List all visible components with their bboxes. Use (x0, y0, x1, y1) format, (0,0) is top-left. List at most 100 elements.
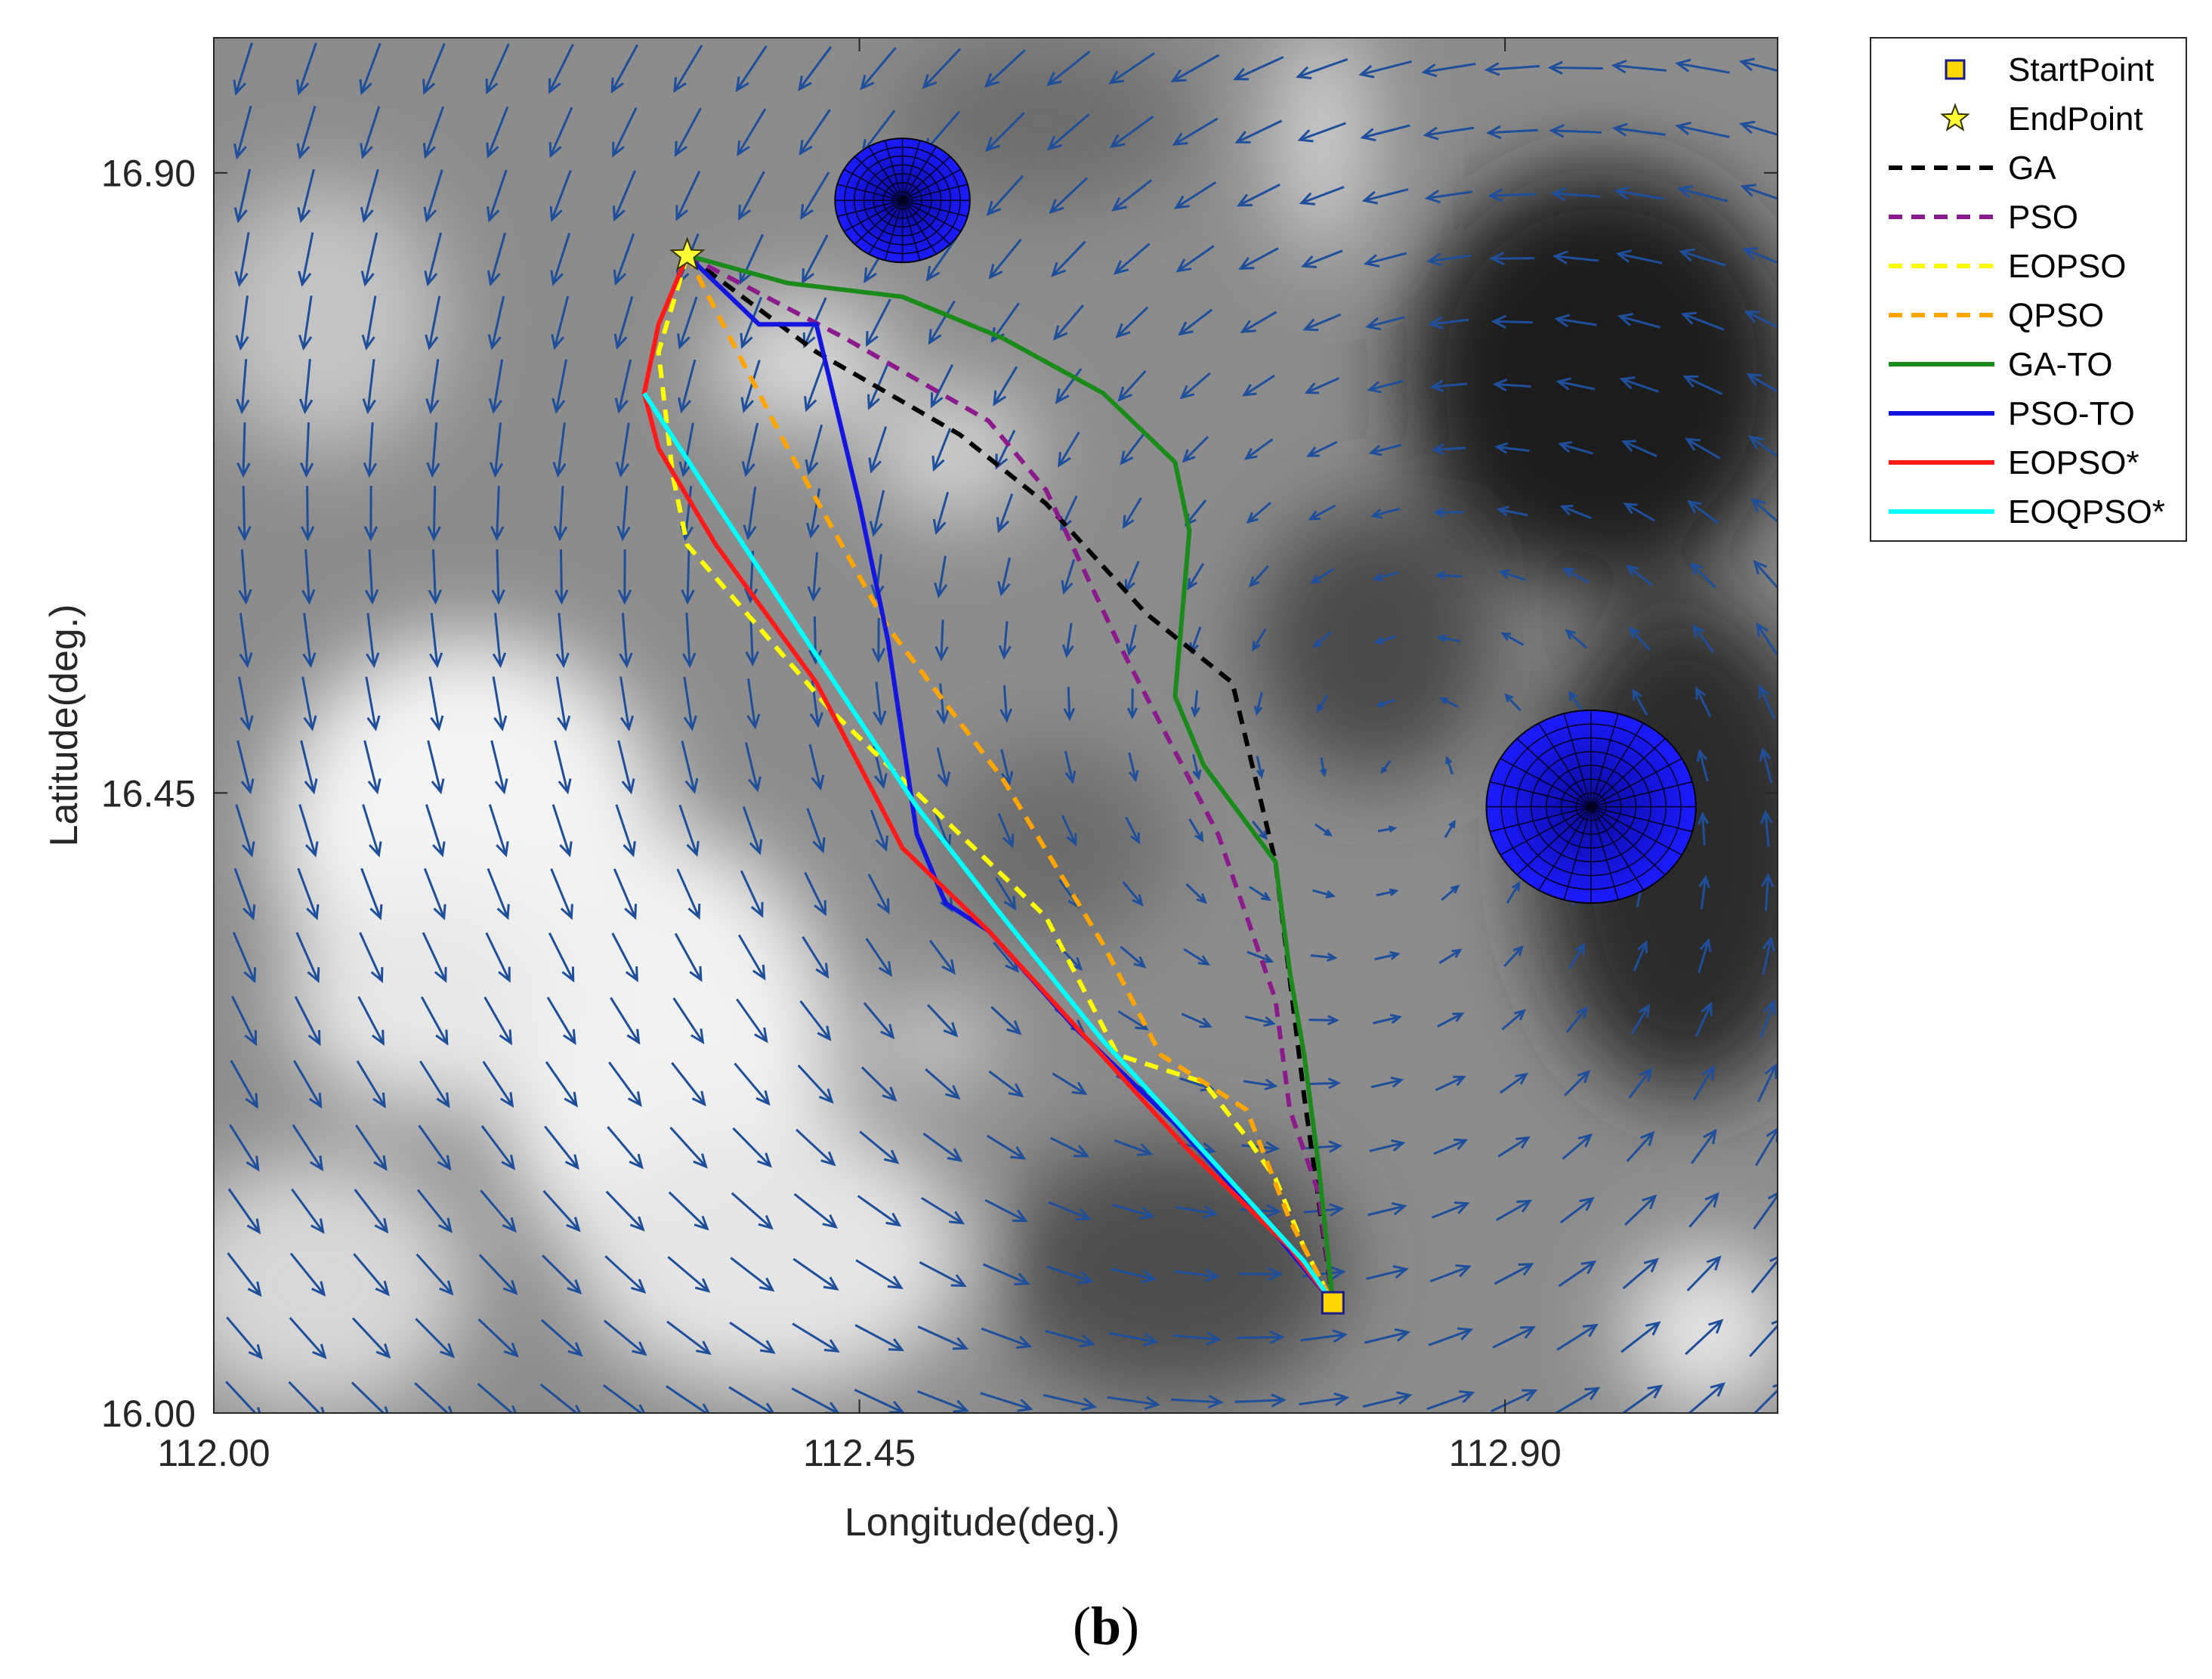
quiver-arrow (860, 47, 897, 91)
quiver-arrow (1617, 312, 1661, 329)
quiver-arrow (353, 1253, 390, 1297)
quiver-arrow (487, 169, 508, 223)
quiver-arrow (302, 613, 317, 669)
quiver-arrow (1560, 1197, 1595, 1224)
quiver-arrow (984, 1198, 1029, 1223)
quiver-arrow (1698, 874, 1710, 910)
quiver-arrow (1504, 693, 1522, 712)
quiver-arrow (236, 422, 251, 478)
quiver-arrow (425, 295, 441, 351)
quiver-arrow (617, 740, 635, 795)
quiver-arrow (611, 932, 638, 983)
quiver-arrow (288, 1381, 325, 1413)
quiver-arrow (1320, 757, 1327, 778)
quiver-arrow (1243, 1078, 1278, 1091)
quiver-arrow (1619, 376, 1659, 393)
quiver-arrow (480, 1125, 516, 1170)
quiver-arrow (808, 744, 825, 791)
quiver-arrow (681, 741, 699, 794)
quiver-arrow (1111, 179, 1153, 212)
quiver-arrow (1421, 62, 1476, 78)
y-tick-label: 16.45 (101, 772, 196, 815)
quiver-arrow (1621, 1384, 1664, 1413)
quiver-arrow (1568, 942, 1586, 969)
quiver-arrow (675, 170, 701, 221)
quiver-arrow (428, 613, 443, 669)
quiver-arrow (1676, 184, 1729, 203)
quiver-arrow (615, 804, 636, 858)
quiver-arrow (1424, 189, 1472, 204)
quiver-arrow (1243, 438, 1274, 460)
quiver-arrow (1491, 1389, 1538, 1413)
quiver-arrow (1363, 252, 1407, 267)
quiver-arrow (867, 874, 890, 915)
quiver-arrow (423, 169, 443, 223)
quiver-arrow (932, 491, 950, 536)
quiver-arrow (672, 997, 705, 1045)
legend-item: EndPoint (1940, 100, 2143, 138)
legend-item: EOPSO* (1889, 444, 2139, 481)
quiver-arrow (425, 359, 440, 415)
quiver-arrow (1300, 249, 1343, 269)
quiver-arrow (351, 1381, 389, 1413)
quiver-arrow (1247, 951, 1274, 963)
quiver-arrow (239, 613, 253, 669)
quiver-arrow (1358, 60, 1412, 79)
quiver-arrow (295, 932, 320, 984)
quiver-arrow (1492, 1326, 1537, 1349)
quiver-arrow (1122, 881, 1144, 907)
y-tick-label: 16.90 (101, 153, 196, 195)
quiver-arrow (617, 549, 632, 605)
quiver-arrow (1125, 816, 1140, 845)
quiver-arrow (1248, 564, 1269, 588)
axis-ticks: 112.00 112.45 112.90 16.00 16.45 16.90 (101, 38, 1778, 1474)
quiver-arrow (1370, 507, 1401, 519)
quiver-arrow (619, 676, 635, 731)
quiver-arrow (865, 298, 891, 348)
quiver-arrow (1108, 1331, 1159, 1347)
quiver-arrow (1547, 60, 1604, 75)
quiver-arrow (1695, 1001, 1713, 1037)
quiver-arrow (1249, 886, 1271, 901)
quiver-arrow (415, 1318, 456, 1359)
quiver-arrow (291, 1188, 325, 1235)
quiver-arrow (613, 868, 638, 920)
quiver-arrow (1565, 629, 1588, 649)
end-point-marker (669, 237, 706, 271)
legend-label: EOQPSO* (2008, 493, 2165, 530)
quiver-arrow (737, 934, 766, 981)
quiver-arrow (1497, 1136, 1531, 1158)
quiver-arrow (613, 233, 635, 286)
quiver-arrow (681, 549, 695, 605)
quiver-arrow (555, 549, 569, 605)
quiver-arrow (928, 300, 956, 345)
quiver-arrow (792, 1257, 839, 1291)
quiver-arrow (984, 49, 1026, 88)
quiver-arrow (1191, 690, 1200, 718)
quiver-arrow (1061, 815, 1077, 847)
quiver-arrow (802, 935, 830, 979)
quiver-arrow (742, 805, 763, 855)
quiver-arrow (614, 359, 632, 414)
legend-label: EndPoint (2008, 100, 2143, 138)
legend-label: GA (2008, 150, 2056, 187)
quiver-arrow (1299, 1392, 1350, 1406)
series-qpso (685, 254, 1335, 1304)
quiver-arrow (236, 740, 255, 795)
quiver-arrow (297, 169, 315, 224)
quiver-arrow (736, 998, 768, 1044)
quiver-arrow (1757, 1062, 1778, 1102)
quiver-arrow (1362, 1391, 1413, 1408)
quiver-arrow (859, 1130, 900, 1164)
quiver-arrow (1429, 1264, 1472, 1283)
quiver-arrow (232, 932, 257, 984)
quiver-arrow (423, 867, 446, 920)
quiver-arrow (1491, 314, 1533, 329)
quiver-arrow (487, 232, 506, 286)
quiver-arrow (619, 612, 633, 669)
quiver-arrow (1302, 313, 1342, 332)
quiver-arrow (1372, 571, 1398, 582)
quiver-arrow (1494, 442, 1530, 454)
quiver-arrow (1177, 308, 1213, 336)
quiver-arrow (301, 676, 317, 731)
